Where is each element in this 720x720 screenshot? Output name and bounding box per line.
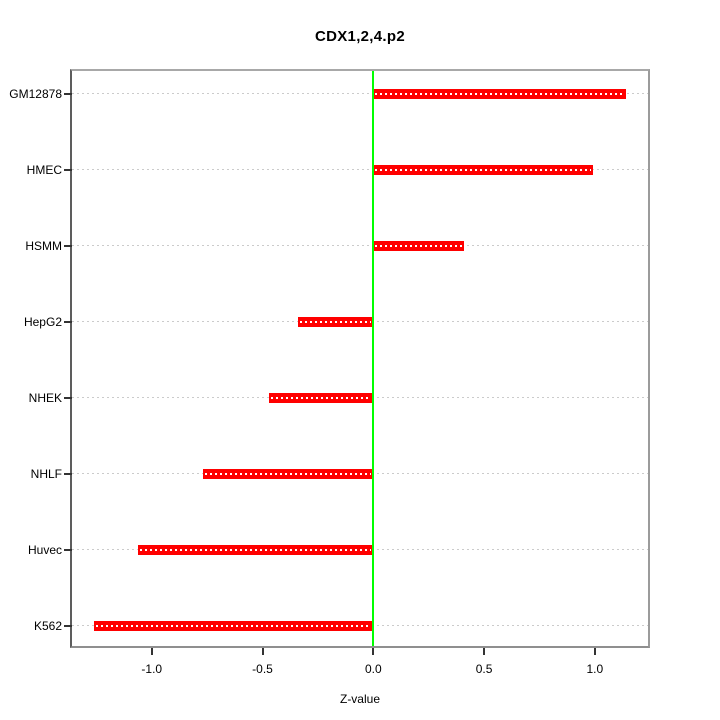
- bar-k562: [94, 620, 374, 631]
- bar-hepg2: [297, 316, 374, 327]
- y-axis-tick: [64, 244, 72, 247]
- x-tick-label: -0.5: [252, 662, 273, 676]
- bar-gridline-overlay: [375, 92, 624, 95]
- y-tick-label: HSMM: [25, 238, 62, 253]
- y-tick-label: HepG2: [23, 314, 62, 329]
- bar-gridline-overlay: [375, 168, 591, 171]
- y-tick-label: K562: [33, 618, 62, 633]
- bar-huvec: [138, 544, 374, 555]
- chart-title: CDX1,2,4.p2: [314, 28, 405, 45]
- bar-gridline-overlay: [375, 244, 463, 247]
- x-tick-label: -1.0: [141, 662, 163, 676]
- bar-hmec: [373, 164, 593, 175]
- bar-nhlf: [202, 468, 374, 479]
- bar-gridline-overlay: [204, 472, 372, 475]
- x-axis-tick: [150, 648, 153, 655]
- zero-reference-line: [372, 71, 375, 646]
- bar-nhek: [269, 392, 374, 403]
- gridline: [72, 169, 648, 170]
- y-tick-label: HMEC: [26, 162, 62, 177]
- bar-gridline-overlay: [140, 548, 372, 551]
- gridline: [72, 93, 648, 94]
- bar-gridline-overlay: [299, 320, 372, 323]
- x-tick-label: 0.5: [475, 662, 493, 676]
- gridline: [72, 245, 648, 246]
- y-axis-tick: [64, 396, 72, 399]
- x-tick-label: 0.0: [364, 662, 382, 676]
- x-axis-tick: [483, 648, 486, 655]
- y-tick-label: Huvec: [27, 542, 62, 557]
- x-axis-tick: [261, 648, 264, 655]
- bar-gm12878: [373, 88, 626, 99]
- x-axis-tick: [372, 648, 375, 655]
- x-tick-label: 1.0: [586, 662, 604, 676]
- bar-gridline-overlay: [271, 396, 372, 399]
- plot-box: [70, 69, 650, 648]
- y-axis-tick: [64, 624, 72, 627]
- y-axis-tick: [64, 472, 72, 475]
- y-tick-label: GM12878: [9, 86, 62, 101]
- y-axis-tick: [64, 548, 72, 551]
- y-axis-tick: [64, 168, 72, 171]
- y-tick-label: NHEK: [28, 390, 62, 405]
- bar-gridline-overlay: [96, 624, 372, 627]
- y-axis-tick: [64, 92, 72, 95]
- x-axis-tick: [593, 648, 596, 655]
- y-axis-tick: [64, 320, 72, 323]
- x-axis-label: Z-value: [339, 692, 380, 706]
- bar-hsmm: [373, 240, 465, 251]
- y-tick-label: NHLF: [30, 466, 62, 481]
